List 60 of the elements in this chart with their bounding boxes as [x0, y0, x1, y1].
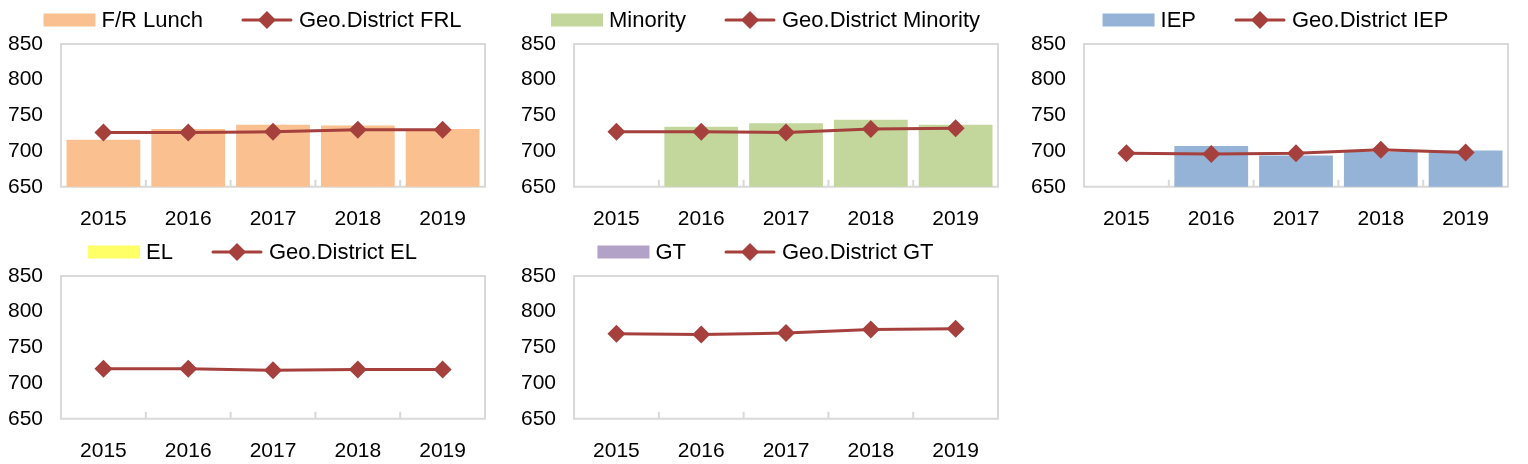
y-tick-label: 650: [7, 405, 44, 429]
y-tick-label: 700: [7, 369, 44, 393]
x-tick-label: 2018: [847, 438, 895, 462]
x-tick-label: 2015: [593, 206, 640, 230]
y-tick-label: 750: [1030, 102, 1067, 126]
x-tick-label: 2016: [1187, 206, 1235, 230]
y-tick-label: 650: [1030, 173, 1067, 197]
legend-label: EL: [146, 239, 173, 265]
x-tick-label: 2018: [847, 206, 895, 230]
legend-label: F/R Lunch: [101, 7, 203, 33]
y-tick-label: 750: [520, 334, 557, 358]
x-tick-label: 2017: [249, 438, 297, 462]
y-tick-label: 700: [1030, 137, 1067, 161]
y-tick-label: 650: [7, 173, 44, 197]
x-tick-label: 2018: [334, 438, 382, 462]
y-tick-label: 800: [1030, 66, 1067, 90]
x-tick-label: 2018: [334, 206, 382, 230]
legend-label: Geo.District Minority: [781, 7, 981, 33]
x-tick-label: 2019: [1442, 206, 1489, 230]
legend-label: Geo.District FRL: [298, 7, 462, 33]
y-tick-label: 750: [520, 102, 557, 126]
x-tick-label: 2019: [419, 438, 466, 462]
x-tick-label: 2015: [80, 438, 127, 462]
y-tick-label: 800: [7, 298, 44, 322]
x-tick-label: 2016: [164, 206, 212, 230]
x-tick-label: 2018: [1357, 206, 1405, 230]
y-tick-label: 850: [520, 262, 557, 286]
y-tick-label: 750: [7, 102, 44, 126]
x-tick-label: 2016: [677, 438, 725, 462]
x-tick-label: 2019: [932, 206, 979, 230]
legend-label: Geo.District EL: [268, 239, 417, 265]
x-tick-label: 2016: [164, 438, 212, 462]
x-tick-label: 2017: [762, 438, 810, 462]
y-tick-label: 850: [1030, 30, 1067, 54]
y-tick-label: 650: [520, 405, 557, 429]
legend-label: Geo.District IEP: [1291, 7, 1449, 33]
x-tick-label: 2019: [419, 206, 466, 230]
x-tick-label: 2015: [1103, 206, 1150, 230]
x-tick-label: 2017: [762, 206, 810, 230]
legend-label: Minority: [608, 7, 686, 33]
y-tick-label: 850: [520, 30, 557, 54]
x-tick-label: 2016: [677, 206, 725, 230]
y-tick-label: 700: [7, 137, 44, 161]
y-tick-label: 750: [7, 334, 44, 358]
x-tick-label: 2015: [593, 438, 640, 462]
y-tick-label: 800: [520, 298, 557, 322]
y-tick-label: 850: [7, 30, 44, 54]
x-tick-label: 2019: [932, 438, 979, 462]
y-tick-label: 700: [520, 137, 557, 161]
legend-label: IEP: [1160, 7, 1196, 33]
legend-label: GT: [655, 239, 686, 265]
x-tick-label: 2015: [80, 206, 127, 230]
legend-label: Geo.District GT: [781, 239, 934, 265]
y-tick-label: 800: [520, 66, 557, 90]
y-tick-label: 650: [520, 173, 557, 197]
y-tick-label: 800: [7, 66, 44, 90]
y-tick-label: 850: [7, 262, 44, 286]
y-tick-label: 700: [520, 369, 557, 393]
x-tick-label: 2017: [249, 206, 297, 230]
x-tick-label: 2017: [1272, 206, 1320, 230]
